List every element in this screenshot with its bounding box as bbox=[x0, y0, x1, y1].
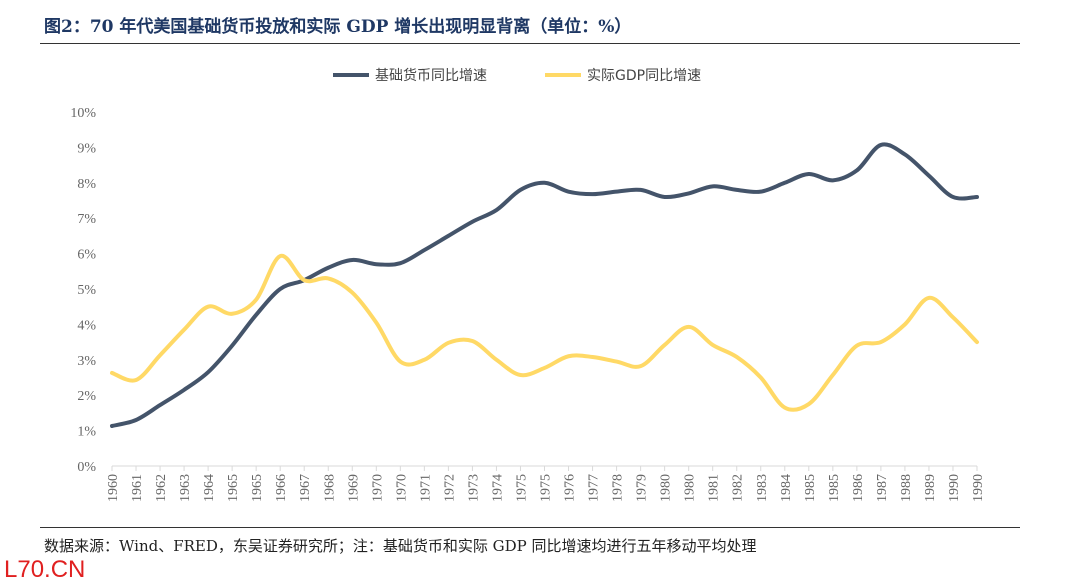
y-tick-label: 0% bbox=[77, 460, 96, 475]
x-tick-label: 1986 bbox=[851, 474, 866, 502]
x-tick-label: 1961 bbox=[130, 474, 145, 502]
x-tick-label: 1971 bbox=[418, 474, 433, 502]
x-tick-label: 1972 bbox=[442, 474, 457, 502]
x-tick-label: 1963 bbox=[178, 474, 193, 502]
x-tick-label: 1984 bbox=[779, 474, 794, 502]
x-tick-label: 1977 bbox=[587, 474, 602, 502]
top-rule bbox=[40, 43, 1020, 44]
x-tick-label: 1966 bbox=[274, 474, 289, 502]
x-tick-label: 1987 bbox=[875, 474, 890, 502]
y-tick-label: 1% bbox=[77, 425, 96, 440]
watermark: L70.CN bbox=[4, 556, 86, 583]
x-tick-label: 1985 bbox=[827, 474, 842, 502]
x-tick-label: 1973 bbox=[466, 474, 481, 502]
y-tick-label: 8% bbox=[77, 177, 96, 192]
x-tick-label: 1985 bbox=[803, 474, 818, 502]
y-tick-label: 9% bbox=[77, 141, 96, 156]
x-tick-label: 1980 bbox=[659, 474, 674, 502]
y-tick-label: 7% bbox=[77, 212, 96, 227]
x-tick-label: 1980 bbox=[683, 474, 698, 502]
x-tick-label: 1964 bbox=[202, 474, 217, 502]
x-tick-label: 1990 bbox=[971, 474, 986, 502]
x-tick-label: 1982 bbox=[731, 474, 746, 502]
x-tick-label: 1965 bbox=[250, 474, 265, 502]
x-tick-label: 1969 bbox=[346, 474, 361, 502]
y-tick-label: 4% bbox=[77, 318, 96, 333]
chart-title: 图2：70 年代美国基础货币投放和实际 GDP 增长出现明显背离（单位：%） bbox=[44, 17, 632, 37]
x-tick-label: 1965 bbox=[226, 474, 241, 502]
series-line-2 bbox=[110, 254, 979, 412]
x-tick-label: 1975 bbox=[514, 474, 529, 502]
x-tick-label: 1981 bbox=[707, 474, 722, 502]
x-tick-label: 1962 bbox=[154, 474, 169, 502]
legend-label-2: 实际GDP同比增速 bbox=[587, 68, 701, 84]
bottom-rule bbox=[40, 527, 1020, 528]
y-tick-label: 6% bbox=[77, 248, 96, 263]
y-tick-label: 2% bbox=[77, 389, 96, 404]
x-tick-label: 1967 bbox=[298, 474, 313, 502]
x-tick-label: 1990 bbox=[947, 474, 962, 502]
series-line-1 bbox=[110, 142, 979, 428]
x-tick-label: 1974 bbox=[490, 474, 505, 502]
x-tick-label: 1983 bbox=[755, 474, 770, 502]
x-tick-label: 1976 bbox=[563, 474, 578, 502]
x-tick-label: 1989 bbox=[923, 474, 938, 502]
x-tick-label: 1960 bbox=[106, 474, 121, 502]
y-tick-label: 3% bbox=[77, 354, 96, 369]
source-note: 数据来源：Wind、FRED，东吴证券研究所；注：基础货币和实际 GDP 同比增… bbox=[44, 537, 757, 555]
x-tick-label: 1968 bbox=[322, 474, 337, 502]
x-tick-label: 1975 bbox=[539, 474, 554, 502]
x-tick-label: 1970 bbox=[394, 474, 409, 502]
y-tick-label: 10% bbox=[70, 106, 96, 121]
x-tick-label: 1979 bbox=[635, 474, 650, 502]
x-tick-label: 1988 bbox=[899, 474, 914, 502]
x-tick-label: 1978 bbox=[611, 474, 626, 502]
y-tick-label: 5% bbox=[77, 283, 96, 298]
x-tick-label: 1970 bbox=[370, 474, 385, 502]
legend-label-1: 基础货币同比增速 bbox=[375, 67, 487, 84]
